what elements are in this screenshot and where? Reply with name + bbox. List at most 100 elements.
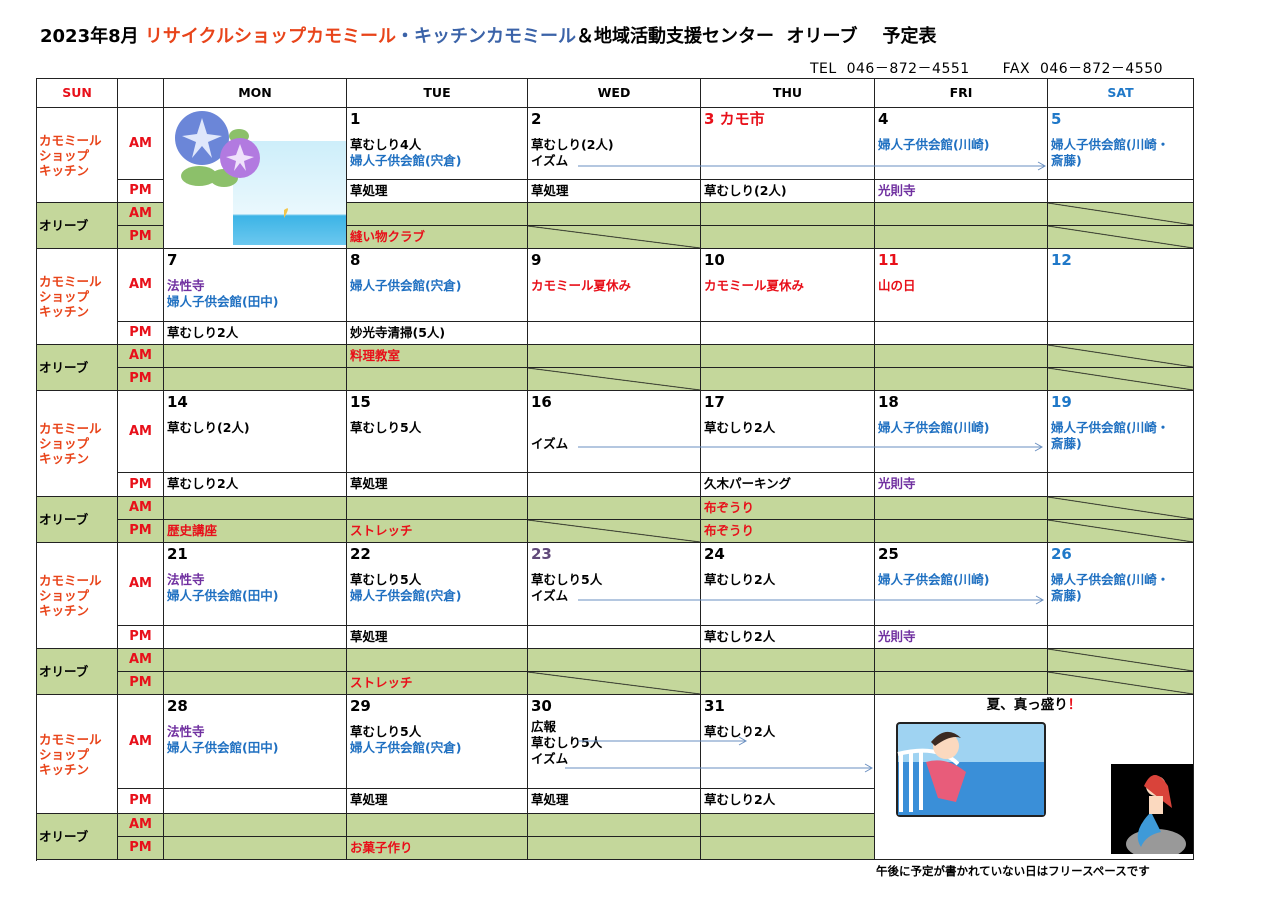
day-number: 4 xyxy=(878,110,889,128)
day-15-pm-cell: 草処理 xyxy=(347,473,528,497)
row-label-am: AM xyxy=(118,391,164,473)
day-14-oam-cell xyxy=(164,497,347,520)
day-10-am-cell: 10 カモミール夏休み xyxy=(701,249,875,322)
day-19-oam-cell xyxy=(1048,497,1194,520)
day-28-pm-cell xyxy=(164,789,347,814)
day-number: 31 xyxy=(704,697,725,715)
day-5-oam-cell xyxy=(1048,203,1194,226)
day-number: 1 xyxy=(350,110,361,128)
event-item: 山の日 xyxy=(878,278,916,293)
day-16-am-cell: 16 イズム xyxy=(528,391,701,473)
event-item: 婦人子供会館(川崎) xyxy=(878,137,990,152)
row-label-pm: PM xyxy=(118,368,164,391)
fax-number: FAX 046－872－4550 xyxy=(1002,61,1164,77)
morning-glory-icon xyxy=(175,111,346,245)
row-label-kamomile: カモミール ショップ キッチン xyxy=(37,391,118,497)
row-label-pm: PM xyxy=(118,837,164,860)
event-item: 料理教室 xyxy=(350,348,401,363)
row-label-kamomile: カモミール ショップ キッチン xyxy=(37,249,118,345)
day-number: 3 カモ市 xyxy=(704,110,765,128)
day-5-opm-cell xyxy=(1048,226,1194,249)
event-list: 草むしり5人 イズム xyxy=(531,572,700,604)
day-number: 30 xyxy=(531,697,552,715)
day-2-pm-cell: 草処理 xyxy=(528,180,701,203)
morning-glory-image xyxy=(164,108,347,249)
day-number: 29 xyxy=(350,697,371,715)
girl-on-ship-icon xyxy=(896,722,1046,817)
row-label-olive: オリーブ xyxy=(37,345,118,391)
mermaid-image xyxy=(1111,764,1193,859)
day-7-oam-cell xyxy=(164,345,347,368)
event-list: 婦人子供会館(川崎・ 斎藤) xyxy=(1051,572,1193,604)
day-10-opm-cell xyxy=(701,368,875,391)
title-month: 2023年8月 xyxy=(40,26,139,47)
day-30-am-cell: 30 広報 草むしり5人 イズム xyxy=(528,695,701,789)
day-12-opm-cell xyxy=(1048,368,1194,391)
day-3-pm-cell: 草むしり(2人) xyxy=(701,180,875,203)
event-item: 婦人子供会館(川崎) xyxy=(878,420,990,435)
event-item: 草むしり5人 xyxy=(350,724,422,739)
day-1-pm-cell: 草処理 xyxy=(347,180,528,203)
summer-text: 夏、真っ盛り xyxy=(986,697,1068,713)
event-list: 山の日 xyxy=(878,278,1047,294)
event-item: 草むしり2人 xyxy=(704,420,776,435)
day-number: 7 xyxy=(167,251,178,269)
event-list: 婦人子供会館(川崎・ 斎藤) xyxy=(1051,137,1193,169)
day-15-opm-cell: ストレッチ xyxy=(347,520,528,543)
day-4-oam-cell xyxy=(875,203,1048,226)
row-label-pm: PM xyxy=(118,626,164,649)
day-23-pm-cell xyxy=(528,626,701,649)
event-item: 婦人子供会館(宍倉) xyxy=(350,278,462,293)
event-item: イズム xyxy=(531,436,569,451)
day-number: 21 xyxy=(167,545,188,563)
day-21-am-cell: 21 法性寺 婦人子供会館(田中) xyxy=(164,543,347,626)
row-label-olive: オリーブ xyxy=(37,814,118,860)
event-list: 広報 草むしり5人 イズム xyxy=(531,719,700,767)
event-item: 婦人子供会館(宍倉) xyxy=(350,153,462,168)
day-17-am-cell: 17 草むしり2人 xyxy=(701,391,875,473)
day-23-oam-cell xyxy=(528,649,701,672)
event-item: ストレッチ xyxy=(350,523,413,538)
event-item: 草むしり5人 xyxy=(350,420,422,435)
event-item: 縫い物クラブ xyxy=(350,229,426,244)
day-28-am-cell: 28 法性寺 婦人子供会館(田中) xyxy=(164,695,347,789)
row-label-pm: PM xyxy=(118,180,164,203)
day-30-oam-cell xyxy=(528,814,701,837)
day-16-opm-cell xyxy=(528,520,701,543)
day-29-am-cell: 29 草むしり5人 婦人子供会館(宍倉) xyxy=(347,695,528,789)
day-11-oam-cell xyxy=(875,345,1048,368)
day-16-oam-cell xyxy=(528,497,701,520)
day-7-opm-cell xyxy=(164,368,347,391)
day-24-am-cell: 24 草むしり2人 xyxy=(701,543,875,626)
day-22-pm-cell: 草処理 xyxy=(347,626,528,649)
day-25-pm-cell: 光則寺 xyxy=(875,626,1048,649)
day-number: 22 xyxy=(350,545,371,563)
event-item: 婦人子供会館(川崎) xyxy=(878,572,990,587)
day-7-am-cell: 7 法性寺 婦人子供会館(田中) xyxy=(164,249,347,322)
event-item: 草むしり2人 xyxy=(167,476,239,491)
event-list: 草むしり2人 xyxy=(704,724,874,740)
day-21-opm-cell xyxy=(164,672,347,695)
day-31-opm-cell xyxy=(701,837,875,860)
day-22-oam-cell xyxy=(347,649,528,672)
event-item: 草むしり(2人) xyxy=(167,420,250,435)
event-item: 光則寺 xyxy=(878,629,916,644)
row-label-kamomile: カモミール ショップ キッチン xyxy=(37,108,118,203)
event-item: 草むしり2人 xyxy=(704,792,776,807)
day-29-pm-cell: 草処理 xyxy=(347,789,528,814)
day-10-oam-cell xyxy=(701,345,875,368)
row-label-am: AM xyxy=(118,497,164,520)
day-4-opm-cell xyxy=(875,226,1048,249)
day-18-am-cell: 18 婦人子供会館(川崎) xyxy=(875,391,1048,473)
day-18-opm-cell xyxy=(875,520,1048,543)
day-1-oam-cell xyxy=(347,203,528,226)
day-31-am-cell: 31 草むしり2人 xyxy=(701,695,875,789)
day-number: 19 xyxy=(1051,393,1072,411)
event-item: 広報 xyxy=(531,719,557,734)
day-17-oam-cell: 布ぞうり xyxy=(701,497,875,520)
day-16-pm-cell xyxy=(528,473,701,497)
title-kitchen: ・キッチンカモミール xyxy=(396,26,577,47)
row-label-am: AM xyxy=(118,814,164,837)
event-item: 久木パーキング xyxy=(704,476,792,491)
event-list: 草むしり2人 xyxy=(704,572,874,588)
